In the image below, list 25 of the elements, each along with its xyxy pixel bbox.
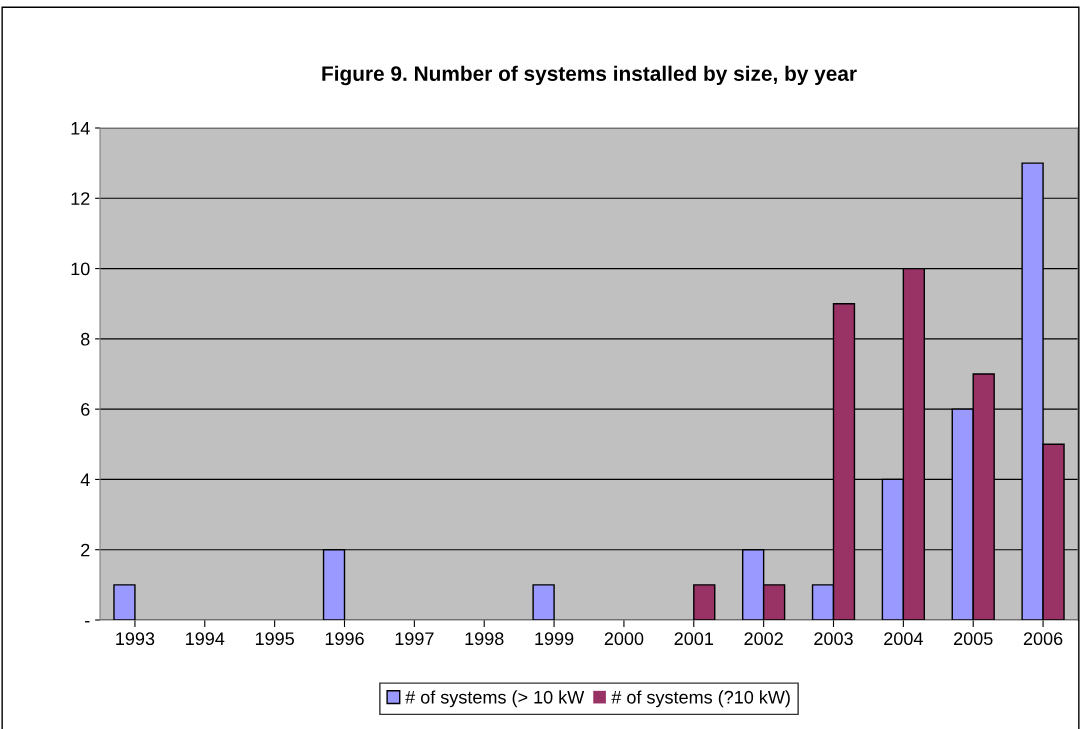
y-tick-label: 6 — [81, 403, 90, 416]
x-tick-label: 2004 — [884, 632, 923, 646]
x-tick-label: 2000 — [604, 632, 644, 646]
x-tick-label: 2006 — [1023, 632, 1063, 646]
y-tick-label: 14 — [71, 122, 90, 135]
y-tick-label: - — [85, 621, 90, 623]
x-tick-label: 1998 — [465, 632, 504, 646]
y-tick-label: 2 — [81, 543, 90, 557]
x-tick-label: 2003 — [814, 632, 853, 646]
x-tick-label: 1997 — [395, 632, 434, 646]
x-tick-label: 1996 — [325, 632, 364, 646]
x-tick-label: 1995 — [255, 632, 294, 646]
y-tick-label: 8 — [81, 332, 90, 346]
x-tick-label: 1993 — [116, 632, 155, 646]
x-tick-label: 2002 — [744, 632, 783, 646]
chart-title: Figure 9. Number of systems installed by size, by year — [322, 65, 857, 86]
y-tick-label: 10 — [71, 262, 90, 276]
y-tick-label: 4 — [80, 473, 90, 486]
x-tick-label: 2001 — [674, 632, 713, 646]
y-tick-label: 12 — [71, 192, 90, 205]
x-tick-label: 2005 — [954, 632, 993, 646]
legend-label: # of systems (> 10 kW — [405, 690, 585, 708]
legend-label: # of systems (?10 kW) — [611, 690, 790, 708]
x-tick-label: 1994 — [186, 632, 225, 646]
x-tick-label: 1999 — [535, 632, 574, 646]
